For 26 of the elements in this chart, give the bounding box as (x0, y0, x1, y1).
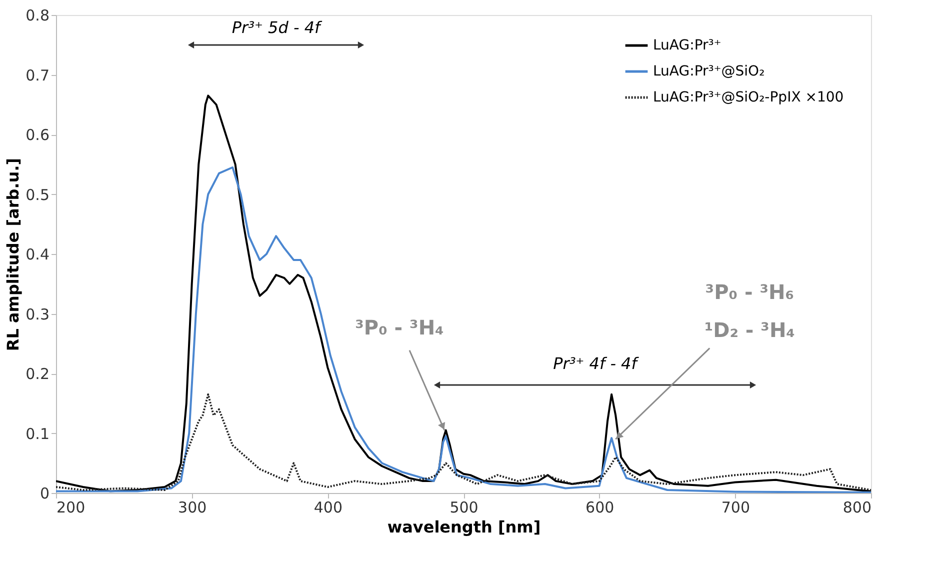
legend-label: LuAG:Pr³⁺@SiO₂ (653, 64, 765, 80)
x-axis-title: wavelength [nm] (387, 518, 541, 536)
line-series (56, 393, 871, 492)
y-tick-label: 0.3 (26, 305, 50, 324)
y-axis-title: RL amplitude [arb.u.] (4, 158, 23, 352)
x-tick-label: 500 (450, 498, 478, 516)
y-tick-label: 0.1 (26, 424, 50, 443)
legend-label: LuAG:Pr³⁺@SiO₂-PpIX ×100 (653, 90, 844, 106)
y-tick-label: 0.7 (26, 66, 50, 84)
x-tick-label: 400 (314, 498, 342, 516)
x-tick-label: 600 (586, 498, 614, 516)
x-tick-label: 300 (178, 498, 207, 516)
annotation: Pr³⁺ 4f - 4f (553, 354, 640, 373)
y-tick-label: 0 (40, 484, 50, 502)
x-tick-label: 200 (56, 498, 86, 516)
y-tick-label: 0.2 (26, 365, 50, 383)
y-tick-label: 0.5 (26, 186, 50, 204)
y-tick-label: 0.8 (26, 6, 50, 24)
y-tick-label: 0.4 (26, 246, 50, 264)
annotation: ³P₀ - ³H₄ (355, 315, 444, 340)
y-tick-label: 0.6 (26, 126, 50, 144)
x-tick-label: 800 (842, 498, 872, 516)
legend-label: LuAG:Pr³⁺ (653, 38, 722, 54)
annotation: Pr³⁺ 5d - 4f (232, 18, 322, 37)
annotation: ³P₀ - ³H₆ ¹D₂ - ³H₄ (704, 280, 795, 342)
x-tick-label: 700 (721, 498, 750, 516)
